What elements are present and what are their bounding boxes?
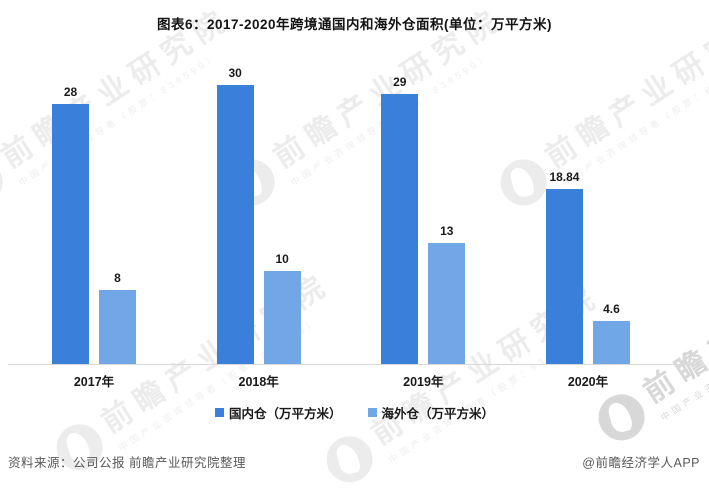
value-label: 29 bbox=[393, 75, 407, 90]
x-axis-labels: 2017年 2018年 2019年 2020年 bbox=[52, 371, 630, 390]
qianzhan-logo-icon bbox=[0, 150, 12, 214]
legend-swatch bbox=[367, 408, 377, 417]
source-text: 资料来源：公司公报 前瞻产业研究院整理 bbox=[8, 456, 246, 470]
bar-group: 30 10 bbox=[216, 66, 301, 364]
watermark-text: 前瞻产业研究院 bbox=[637, 236, 709, 410]
bar: 28 bbox=[52, 85, 89, 364]
legend-item: 海外仓（万平方米） bbox=[367, 403, 495, 422]
bar-group: 29 13 bbox=[381, 75, 466, 364]
value-label: 10 bbox=[275, 252, 289, 266]
x-axis-label: 2018年 bbox=[238, 375, 279, 389]
legend: 国内仓（万平方米） 海外仓（万平方米） bbox=[0, 403, 709, 422]
watermark-subtext: 中国产业咨询领导者（股票：839599） bbox=[659, 285, 709, 423]
bar: 13 bbox=[428, 224, 466, 364]
x-axis-line bbox=[8, 364, 700, 365]
value-label: 8 bbox=[114, 270, 121, 285]
x-axis-label: 2019年 bbox=[403, 375, 444, 389]
value-label: 4.6 bbox=[603, 302, 620, 317]
bar: 29 bbox=[381, 75, 419, 364]
plot-area: 28 8 30 10 29 13 18.84 4.6 bbox=[52, 0, 630, 364]
legend-label: 海外仓（万平方米） bbox=[381, 407, 495, 421]
legend-item: 国内仓（万平方米） bbox=[214, 403, 342, 422]
value-label: 13 bbox=[440, 224, 454, 239]
bar-group: 18.84 4.6 bbox=[545, 170, 630, 364]
legend-label: 国内仓（万平方米） bbox=[228, 407, 342, 421]
bar: 10 bbox=[263, 252, 301, 364]
footer: 资料来源：公司公报 前瞻产业研究院整理 @前瞻经济学人APP bbox=[8, 452, 700, 471]
x-axis-label: 2017年 bbox=[73, 375, 115, 389]
bar-group: 28 8 bbox=[52, 85, 136, 364]
chart-title: 图表6：2017-2020年跨境通国内和海外仓面积(单位：万平方米) bbox=[156, 17, 553, 32]
value-label: 30 bbox=[228, 66, 242, 80]
chart-canvas: { "title": "图表6：2017-2020年跨境通国内和海外仓面积(单位… bbox=[0, 0, 709, 481]
value-label: 18.84 bbox=[549, 169, 580, 184]
x-axis-label: 2020年 bbox=[567, 375, 609, 389]
bar: 4.6 bbox=[592, 302, 630, 364]
attribution-text: @前瞻经济学人APP bbox=[582, 456, 700, 470]
bar: 8 bbox=[99, 271, 136, 364]
legend-swatch bbox=[214, 408, 224, 417]
bar: 30 bbox=[216, 66, 254, 364]
bar: 18.84 bbox=[545, 170, 583, 364]
value-label: 28 bbox=[63, 84, 78, 99]
